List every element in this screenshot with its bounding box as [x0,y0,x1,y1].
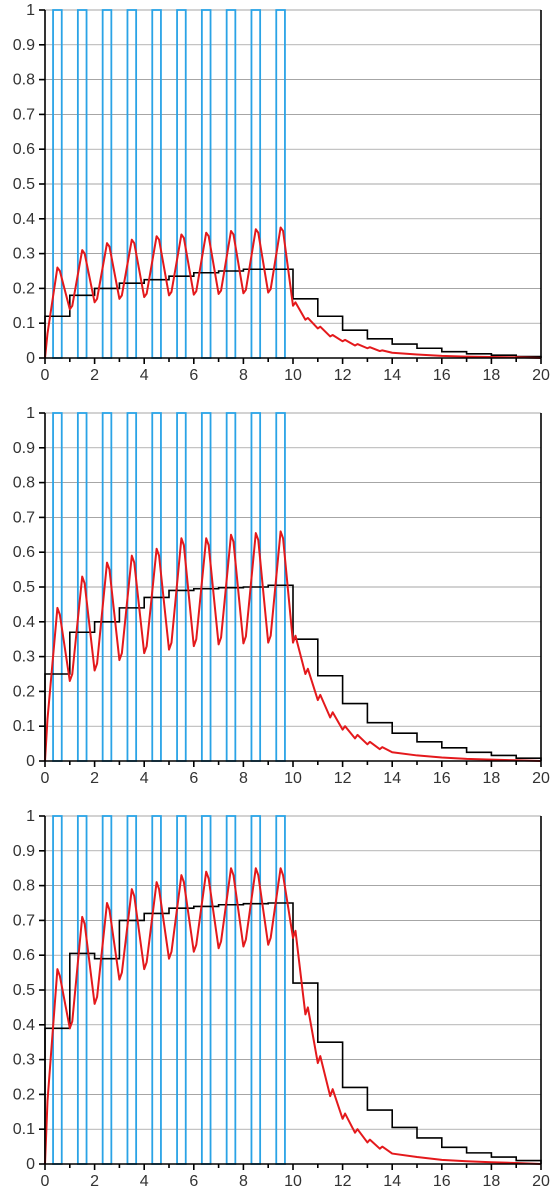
x-tick-label: 14 [383,367,401,384]
x-tick-label: 10 [284,770,302,787]
y-tick-label: 0.1 [13,718,35,735]
y-tick-label: 0.4 [13,614,35,631]
x-tick-label: 8 [239,367,248,384]
y-tick-label: 0.7 [13,912,35,929]
y-tick-label: 0.3 [13,649,35,666]
x-tick-label: 16 [433,1173,451,1190]
y-tick-label: 0.3 [13,246,35,263]
y-tick-label: 0.5 [13,176,35,193]
y-tick-label: 0.2 [13,280,35,297]
y-tick-label: 0.6 [13,947,35,964]
y-tick-label: 0.3 [13,1052,35,1069]
y-tick-label: 0.7 [13,509,35,526]
x-tick-label: 18 [483,770,501,787]
y-tick-label: 0.1 [13,1121,35,1138]
x-tick-label: 10 [284,367,302,384]
y-tick-label: 0 [26,1156,35,1173]
x-tick-label: 2 [90,1173,99,1190]
x-tick-label: 0 [41,367,50,384]
x-tick-label: 6 [189,367,198,384]
y-tick-label: 0.6 [13,544,35,561]
x-tick-label: 8 [239,770,248,787]
y-tick-label: 0.2 [13,683,35,700]
y-tick-label: 1 [26,407,35,422]
y-tick-label: 0 [26,753,35,770]
x-tick-label: 14 [383,1173,401,1190]
x-tick-label: 6 [189,1173,198,1190]
x-tick-label: 10 [284,1173,302,1190]
y-tick-label: 1 [26,4,35,19]
chart-panel-2: 0 2 4 6 8 10 12 14 16 18 20 0 0.1 0.2 0.3 0.4 0.5 0.6 0.7 0… [0,407,555,793]
step-series [45,269,541,358]
y-tick-label: 0.9 [13,37,35,54]
y-tick-label: 0 [26,350,35,367]
x-tick-label: 20 [532,1173,550,1190]
y-tick-label: 0.7 [13,106,35,123]
step-series [45,585,541,761]
y-tick-label: 0.8 [13,72,35,89]
y-tick-label: 0.1 [13,315,35,332]
x-tick-label: 18 [483,1173,501,1190]
x-tick-label: 18 [483,367,501,384]
x-tick-label: 0 [41,770,50,787]
figure-root: { "layout": { "image_w": 555, "image_h":… [0,0,555,1200]
y-tick-label: 0.4 [13,211,35,228]
y-tick-label: 0.9 [13,843,35,860]
x-tick-label: 8 [239,1173,248,1190]
y-tick-label: 0.9 [13,440,35,457]
x-tick-label: 2 [90,367,99,384]
y-tick-label: 0.6 [13,141,35,158]
x-tick-label: 16 [433,367,451,384]
x-tick-label: 14 [383,770,401,787]
x-tick-label: 20 [532,367,550,384]
x-tick-label: 16 [433,770,451,787]
x-tick-label: 4 [140,367,149,384]
y-tick-label: 0.5 [13,579,35,596]
y-tick-label: 0.4 [13,1017,35,1034]
y-tick-label: 0.8 [13,475,35,492]
chart-panel-1: 0 2 4 6 8 10 12 14 16 18 20 0 0.1 0.2 0.3 0.4 0.5 0.6 0.7 0… [0,4,555,390]
step-series [45,903,541,1164]
x-tick-label: 20 [532,770,550,787]
y-tick-label: 0.5 [13,982,35,999]
x-tick-label: 4 [140,1173,149,1190]
x-tick-label: 12 [334,367,352,384]
y-tick-label: 0.2 [13,1086,35,1103]
x-tick-label: 2 [90,770,99,787]
chart-panel-3: 0 2 4 6 8 10 12 14 16 18 20 0 0.1 0.2 0.3 0.4 0.5 0.6 0.7 0… [0,810,555,1196]
y-tick-label: 0.8 [13,878,35,895]
x-tick-label: 0 [41,1173,50,1190]
y-tick-label: 1 [26,810,35,825]
x-tick-label: 4 [140,770,149,787]
x-tick-label: 12 [334,770,352,787]
x-tick-label: 12 [334,1173,352,1190]
x-tick-label: 6 [189,770,198,787]
